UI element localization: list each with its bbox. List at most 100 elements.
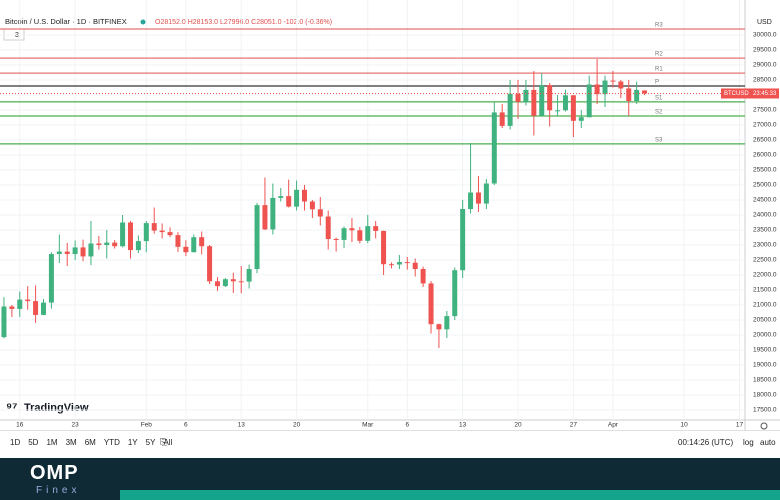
grid [0,0,745,420]
candle-body [25,299,31,302]
y-tick-label: 24000.0 [753,212,777,219]
candle-body [17,299,23,309]
timeframe-button[interactable]: 1Y [127,437,138,447]
divider [0,430,780,431]
x-tick-label: 13 [238,422,246,429]
x-tick-label: 23 [72,422,80,429]
candle-body [594,84,600,95]
y-tick-label: 27000.0 [753,122,777,129]
x-tick-label: 16 [16,422,24,429]
log-toggle[interactable]: log [743,437,754,447]
y-tick-label: 22000.0 [753,272,777,279]
candle-body [578,117,584,121]
auto-toggle[interactable]: auto [760,437,776,447]
timeframe-button[interactable]: 1M [46,437,58,447]
candle-body [562,95,568,111]
x-tick-label: Apr [608,422,619,429]
candle-body [151,223,157,231]
candle-body [381,230,387,265]
x-tick-label: 17 [736,422,744,429]
candle-body [159,230,165,233]
candle-body [523,89,529,102]
y-tick-label: 29000.0 [753,62,777,69]
candle-body [618,81,624,89]
chart-title: Bitcoin / U.S. Dollar · 1D · BITFINEX [5,17,127,26]
y-tick-label: 21000.0 [753,302,777,309]
x-tick-label: 6 [184,422,188,429]
x-tick-label: Feb [141,422,153,429]
candle-body [207,246,213,282]
logo: TradingView [24,402,89,414]
countdown: 23:45:33 [753,91,777,97]
candle-body [634,89,640,102]
candle-body [341,228,347,240]
y-tick-label: 23000.0 [753,242,777,249]
timeframe-button[interactable]: All [163,437,173,447]
candle-body [460,209,466,271]
candle-body [222,279,228,287]
candle-body [507,93,513,126]
timeframe-button[interactable]: 6M [84,437,96,447]
indicator-toggle[interactable] [3,28,25,41]
candle-body [420,269,426,284]
footer-strip [120,490,780,500]
candle-body [214,281,220,287]
y-tick-label: 30000.0 [753,32,777,39]
candle-body [294,189,300,207]
timeframe-button[interactable]: 3M [65,437,77,447]
y-tick-label: 25500.0 [753,167,777,174]
y-axis-label: USD [757,19,772,26]
candle-body [309,201,315,210]
y-tick-label: 27500.0 [753,107,777,114]
candle-body [262,205,268,230]
timeframe-button[interactable]: 1D [10,437,21,447]
timeframe-button[interactable]: YTD [103,437,120,447]
y-tick-label: 22500.0 [753,257,777,264]
candle-body [325,216,331,240]
candle-body [483,183,489,204]
candle-body [373,226,379,231]
candle-body [531,89,537,116]
y-tick-label: 29500.0 [753,47,777,54]
y-tick-label: 24500.0 [753,197,777,204]
pivot-label: S2 [655,110,663,116]
y-tick-label: 19500.0 [753,347,777,354]
candle-body [135,241,141,251]
candle-body [475,192,481,204]
candle-body [396,262,402,265]
timeframe-button[interactable]: 5D [28,437,39,447]
y-tick-label: 23500.0 [753,227,777,234]
timeframe-button[interactable]: 5Y [145,437,156,447]
candle-body [167,232,173,236]
settings-icon[interactable] [760,422,768,430]
candle-body [72,247,78,255]
candle-body [349,228,355,231]
candle-body [270,197,276,230]
candle-body [412,262,418,270]
pivot-label: S1 [655,95,663,101]
candle-body [88,243,94,257]
price-label: BTCUSD [724,91,749,97]
candle-body [112,242,118,247]
candle-body [1,306,7,338]
candle-body [357,230,363,241]
candle-body [547,85,553,111]
candle-body [96,243,102,246]
pivot-label: R1 [655,67,663,73]
clock: 00:14:26 (UTC) [678,437,734,447]
x-tick-label: 20 [514,422,522,429]
candle-body [515,93,521,102]
candle-body [301,189,307,202]
candle-body [333,239,339,241]
candle-body [452,270,458,317]
compare-icon[interactable]: ⎘ [160,437,168,447]
candle-body [491,112,497,184]
brand-sub: Finex [36,485,81,496]
candle-body [246,269,252,282]
candle-body [56,251,62,255]
candle-body [428,283,434,325]
candle-body [610,80,616,82]
candle-body [230,279,236,282]
candle-body [570,95,576,121]
y-tick-label: 20500.0 [753,317,777,324]
